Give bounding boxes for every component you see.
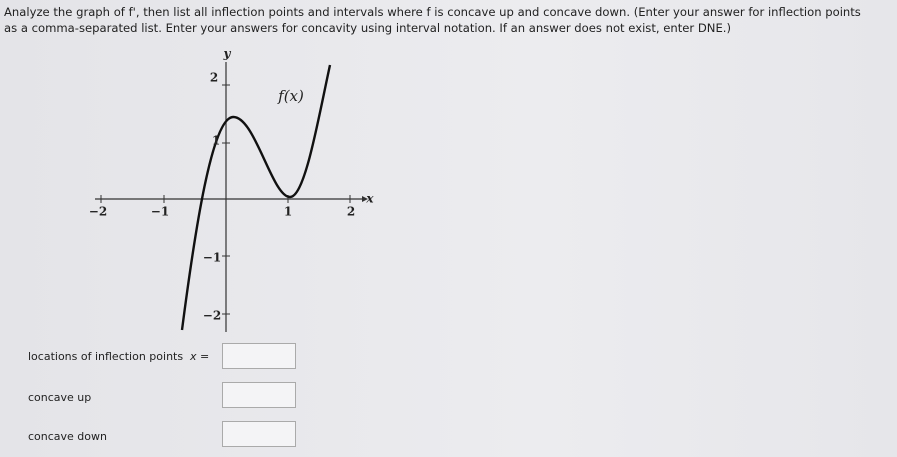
concave-up-input[interactable] [222,382,296,408]
concave-down-label: concave down [28,430,107,443]
y-tick-label: 1 [212,134,220,148]
x-axis-label: x [365,192,374,206]
x-arrow [362,196,368,202]
y-tick-label: −2 [203,309,221,323]
concave-down-input[interactable] [222,421,296,447]
x-tick-label: 2 [347,205,355,219]
curve-label: f(x) [277,87,304,105]
curve [180,64,332,331]
inflection-label: locations of inflection points [28,350,184,363]
x-tick-label: −1 [151,205,169,219]
concave-up-label: concave up [28,391,92,404]
question-text: Analyze the graph of f', then list all i… [4,5,861,35]
inflection-prefix: x = [190,350,210,363]
y-tick-label: 2 [210,71,218,85]
y-tick-label: −1 [203,251,221,265]
y-axis-label: y [223,47,232,61]
x-tick-label: −2 [89,205,107,219]
inflection-input[interactable] [222,343,296,369]
x-tick-label: 1 [284,205,292,219]
